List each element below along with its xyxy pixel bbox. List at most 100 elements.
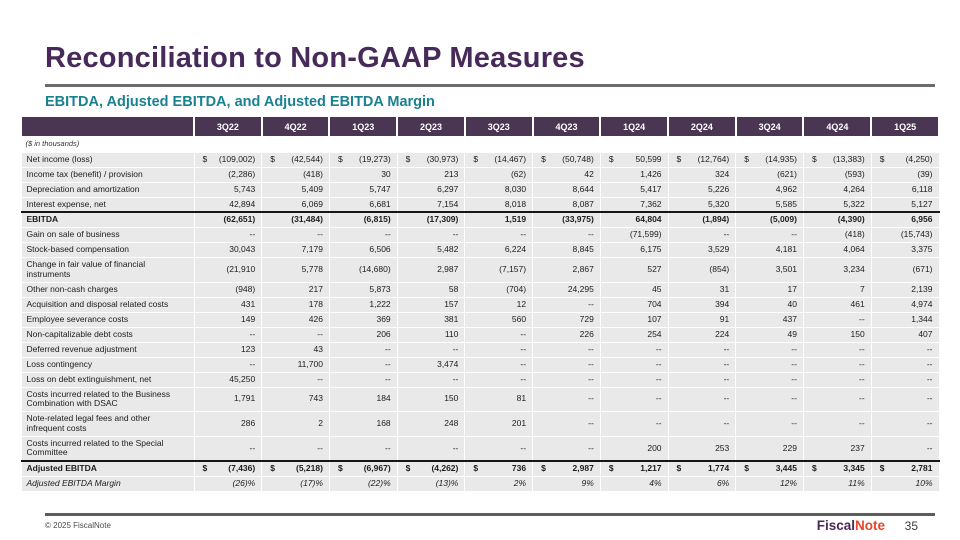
table-cell: --: [464, 326, 534, 343]
units-note: ($ in thousands): [20, 136, 940, 153]
table-cell: 6,175: [599, 242, 669, 259]
cell-value: 3,445: [775, 463, 797, 474]
table-cell: 3,234: [802, 257, 872, 283]
row-label: Change in fair value of financial instru…: [20, 257, 195, 283]
table-row: Costs incurred related to the Special Co…: [20, 435, 940, 462]
table-cell: 2,139: [870, 281, 940, 298]
column-header: 1Q24: [599, 115, 670, 138]
table-cell: --: [464, 356, 534, 373]
table-cell: $ (13,383): [802, 151, 872, 168]
table-cell: 40: [735, 296, 804, 313]
table-cell: 49: [735, 326, 804, 343]
cell-value: 3,345: [843, 463, 865, 474]
table-cell: $ (12,764): [667, 151, 737, 168]
table-cell: --: [532, 371, 601, 388]
table-cell: --: [532, 411, 601, 437]
row-label: Gain on sale of business: [20, 227, 195, 244]
cell-value: (4,262): [431, 463, 459, 474]
table-cell: 45: [599, 281, 669, 298]
table-cell: 217: [261, 281, 330, 298]
table-cell: 5,322: [802, 196, 872, 213]
cell-value: (42,544): [291, 153, 323, 164]
table-cell: --: [870, 435, 940, 462]
cell-value: 1,774: [707, 463, 730, 474]
table-cell: --: [328, 356, 398, 373]
table-cell: 10%: [870, 475, 940, 492]
table-cell: 43: [261, 341, 330, 358]
table-cell: 6,224: [464, 242, 534, 259]
table-cell: 7: [802, 281, 872, 298]
table-cell: (62): [464, 166, 534, 183]
table-row: Interest expense, net 42,894 6,069 6,681 7,1…: [20, 196, 940, 213]
row-label: Stock-based compensation: [20, 242, 195, 259]
currency-symbol: $: [811, 463, 817, 474]
table-cell: --: [599, 411, 669, 437]
table-cell: 17: [735, 281, 804, 298]
table-cell: 30: [328, 166, 398, 183]
table-cell: --: [667, 356, 737, 373]
currency-symbol: $: [202, 463, 208, 474]
row-label: Loss contingency: [20, 356, 195, 373]
table-cell: (17,309): [396, 211, 466, 229]
table-cell: --: [532, 356, 601, 373]
currency-symbol: $: [473, 463, 479, 474]
table-cell: --: [802, 311, 872, 328]
column-header: 3Q22: [193, 115, 263, 138]
table-cell: (13)%: [396, 475, 466, 492]
table-cell: $ (6,967): [328, 460, 398, 477]
table-cell: --: [870, 371, 940, 388]
table-cell: --: [667, 227, 737, 244]
row-label: Loss on debt extinguishment, net: [20, 371, 195, 388]
table-cell: (704): [464, 281, 534, 298]
table-cell: 2%: [464, 475, 534, 492]
table-cell: 81: [464, 386, 534, 413]
table-cell: --: [735, 227, 804, 244]
table-row: Acquisition and disposal related costs 43…: [20, 296, 940, 313]
table-cell: (5,009): [735, 211, 804, 229]
table-cell: --: [261, 326, 330, 343]
currency-symbol: $: [405, 153, 411, 164]
table-cell: $3,445: [735, 460, 804, 477]
cell-value: (6,967): [363, 463, 391, 474]
currency-symbol: $: [541, 153, 546, 164]
data-table: 3Q22 4Q22 1Q23 2Q23 3Q23 4Q23 1Q24 2Q24 3Q24 4Q24…: [20, 115, 940, 492]
row-label: Adjusted EBITDA: [20, 460, 195, 477]
table-cell: 253: [667, 435, 737, 462]
table-cell: --: [396, 227, 466, 244]
table-cell: (7,157): [464, 257, 534, 283]
row-label: Income tax (benefit) / provision: [20, 166, 195, 183]
column-header: 2Q24: [667, 115, 737, 138]
cell-value: (4,250): [905, 153, 933, 164]
table-cell: 5,417: [599, 181, 669, 198]
column-header: 4Q22: [260, 115, 331, 138]
table-cell: --: [870, 411, 940, 437]
table-cell: --: [870, 356, 940, 373]
currency-symbol: $: [473, 153, 479, 164]
table-cell: 11,700: [261, 356, 330, 373]
currency-symbol: $: [744, 153, 749, 164]
table-cell: --: [532, 227, 601, 244]
table-cell: --: [532, 386, 601, 413]
table-cell: 6,506: [328, 242, 398, 259]
currency-symbol: $: [676, 463, 682, 474]
table-cell: (418): [802, 227, 872, 244]
table-row: Adjusted EBITDA Margin (26)% (17)% (22)% (13…: [20, 475, 940, 492]
table-cell: 4,064: [802, 242, 872, 259]
table-cell: 381: [396, 311, 466, 328]
table-body: ($ in thousands) Net income (loss) $ (109,…: [20, 136, 940, 492]
table-cell: (621): [735, 166, 804, 183]
table-cell: 5,873: [328, 281, 398, 298]
row-label: Acquisition and disposal related costs: [20, 296, 195, 313]
table-cell: $2,781: [870, 460, 940, 477]
table-row: Gain on sale of business -- -- -- -- -- -- (71,…: [20, 227, 940, 244]
column-header: 4Q23: [531, 115, 602, 138]
table-cell: 8,018: [464, 196, 534, 213]
cell-value: (5,218): [296, 463, 323, 474]
table-row: Note-related legal fees and other infreq…: [20, 411, 940, 437]
table-cell: --: [802, 386, 872, 413]
table-cell: 4,974: [870, 296, 940, 313]
table-cell: 5,320: [667, 196, 737, 213]
table-cell: (6,815): [328, 211, 398, 229]
table-cell: 1,519: [464, 211, 534, 229]
table-cell: (39): [870, 166, 940, 183]
